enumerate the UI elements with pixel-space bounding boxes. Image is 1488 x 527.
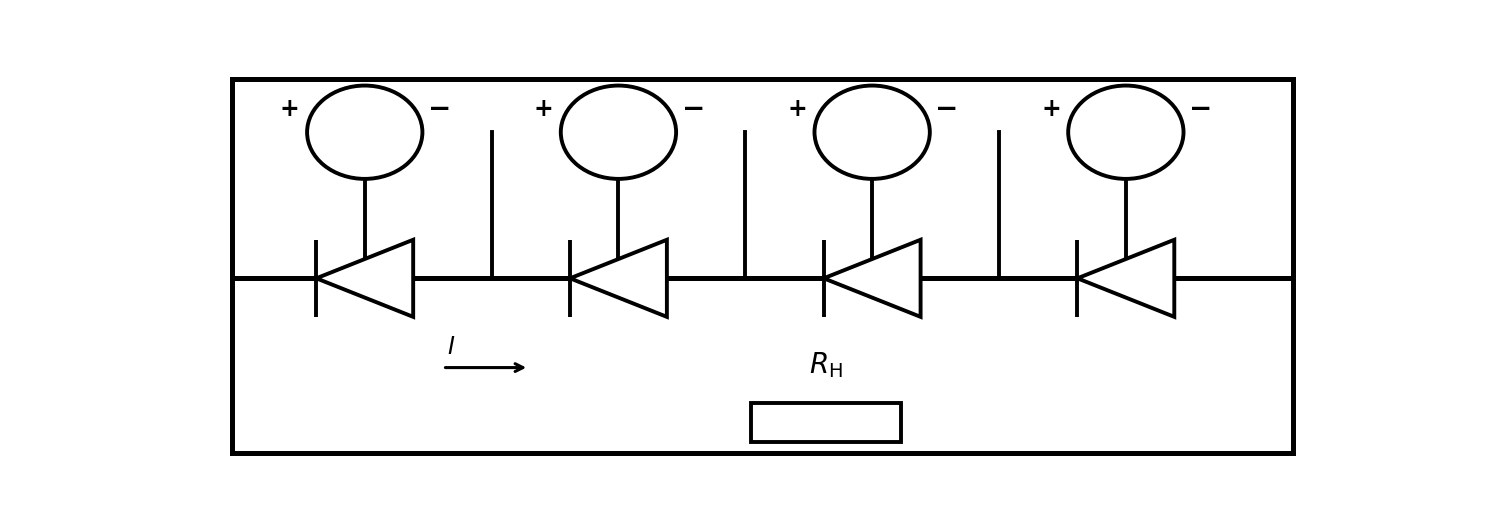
Ellipse shape xyxy=(561,85,676,179)
Ellipse shape xyxy=(1068,85,1183,179)
Text: +: + xyxy=(1042,97,1061,121)
Text: −: − xyxy=(682,95,705,123)
Polygon shape xyxy=(751,403,902,442)
Ellipse shape xyxy=(814,85,930,179)
Polygon shape xyxy=(824,240,921,317)
Polygon shape xyxy=(317,240,414,317)
Polygon shape xyxy=(570,240,667,317)
Polygon shape xyxy=(1077,240,1174,317)
Text: +: + xyxy=(534,97,554,121)
Text: $I$: $I$ xyxy=(446,335,455,359)
Text: −: − xyxy=(429,95,451,123)
Text: −: − xyxy=(1189,95,1213,123)
Text: −: − xyxy=(936,95,958,123)
Text: +: + xyxy=(787,97,806,121)
Ellipse shape xyxy=(307,85,423,179)
Text: $\mathit{R}_{\mathrm{H}}$: $\mathit{R}_{\mathrm{H}}$ xyxy=(809,350,844,380)
Text: +: + xyxy=(280,97,299,121)
